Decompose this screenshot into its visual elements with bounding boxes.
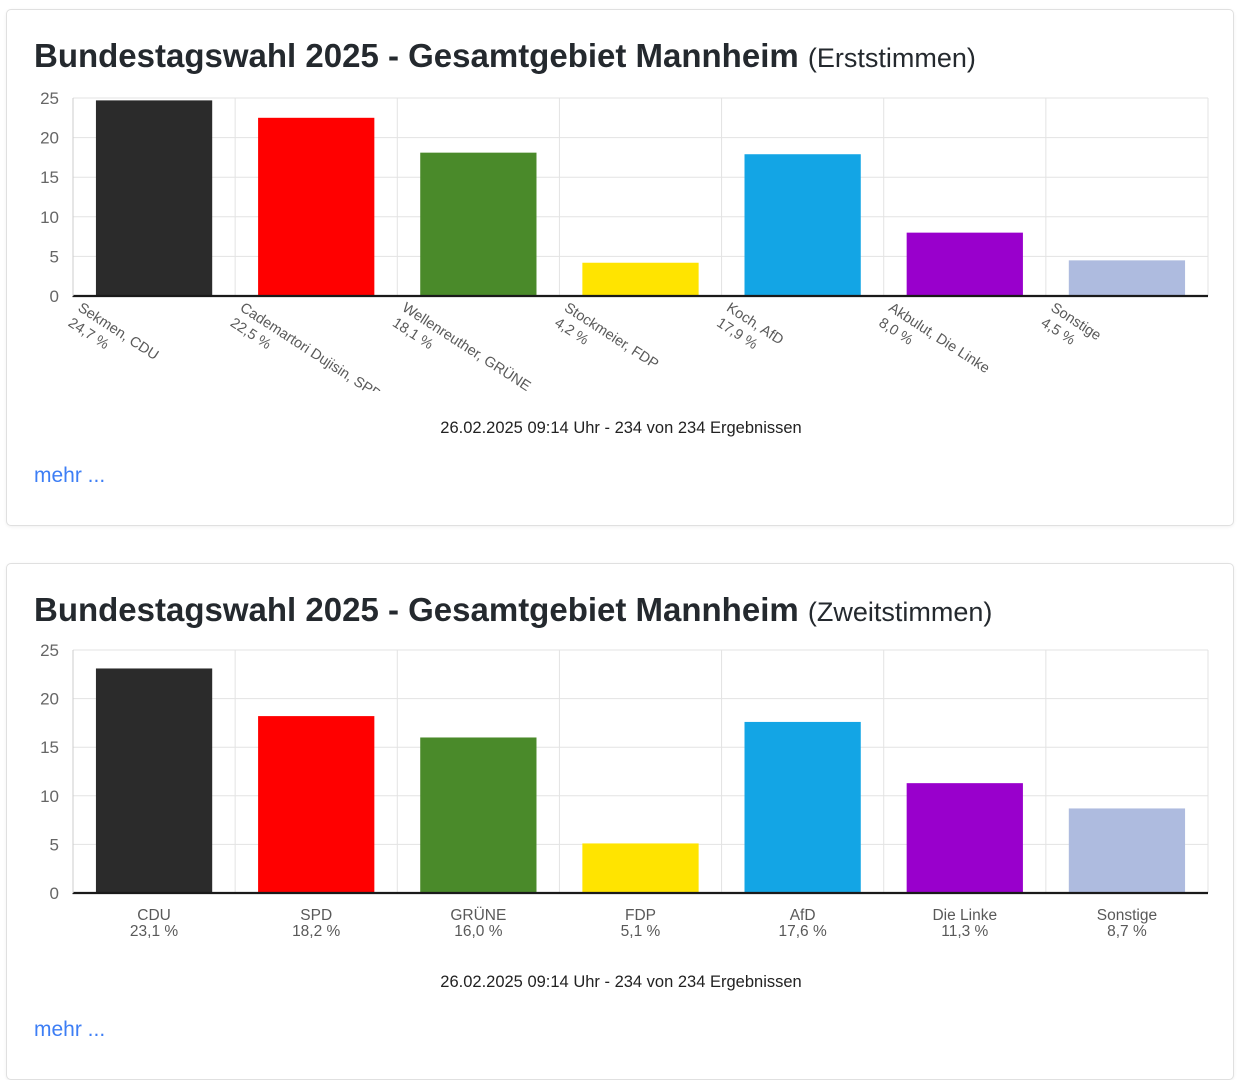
svg-text:SPD: SPD	[300, 907, 332, 924]
svg-text:20: 20	[40, 690, 59, 709]
svg-text:10: 10	[40, 208, 59, 227]
svg-text:15: 15	[40, 168, 59, 187]
svg-text:8,7 %: 8,7 %	[1107, 923, 1147, 940]
svg-text:AfD: AfD	[790, 907, 816, 924]
svg-text:Stockmeier, FDP4,2 %: Stockmeier, FDP4,2 %	[551, 300, 661, 388]
svg-text:5: 5	[50, 247, 59, 266]
svg-text:Akbulut, Die Linke8,0 %: Akbulut, Die Linke8,0 %	[876, 300, 993, 391]
svg-text:Wellenreuther, GRÜNE18,1 %: Wellenreuther, GRÜNE18,1 %	[389, 298, 534, 391]
svg-text:25: 25	[40, 89, 59, 108]
svg-text:FDP: FDP	[625, 907, 656, 924]
svg-text:5: 5	[50, 835, 59, 854]
svg-text:18,2 %: 18,2 %	[292, 923, 340, 940]
svg-text:5,1 %: 5,1 %	[621, 923, 661, 940]
svg-text:Sonstige: Sonstige	[1097, 907, 1157, 924]
svg-text:CDU: CDU	[137, 907, 171, 924]
svg-text:Sonstige4,5 %: Sonstige4,5 %	[1038, 300, 1104, 359]
svg-text:20: 20	[40, 129, 59, 148]
svg-text:10: 10	[40, 787, 59, 806]
svg-text:Cademartori Dujisin, SPD22,5 %: Cademartori Dujisin, SPD22,5 %	[227, 300, 384, 391]
svg-text:16,0 %: 16,0 %	[454, 923, 502, 940]
svg-text:11,3 %: 11,3 %	[941, 923, 988, 940]
svg-text:GRÜNE: GRÜNE	[450, 906, 506, 924]
svg-text:17,6 %: 17,6 %	[779, 923, 827, 940]
svg-text:0: 0	[50, 884, 59, 903]
svg-text:25: 25	[40, 641, 59, 660]
svg-text:0: 0	[50, 287, 59, 306]
svg-text:Sekmen, CDU24,7 %: Sekmen, CDU24,7 %	[65, 300, 161, 379]
svg-text:15: 15	[40, 738, 59, 757]
svg-text:Die Linke: Die Linke	[932, 907, 997, 924]
svg-text:23,1 %: 23,1 %	[130, 923, 178, 940]
svg-text:Koch, AfD17,9 %: Koch, AfD17,9 %	[714, 300, 787, 364]
